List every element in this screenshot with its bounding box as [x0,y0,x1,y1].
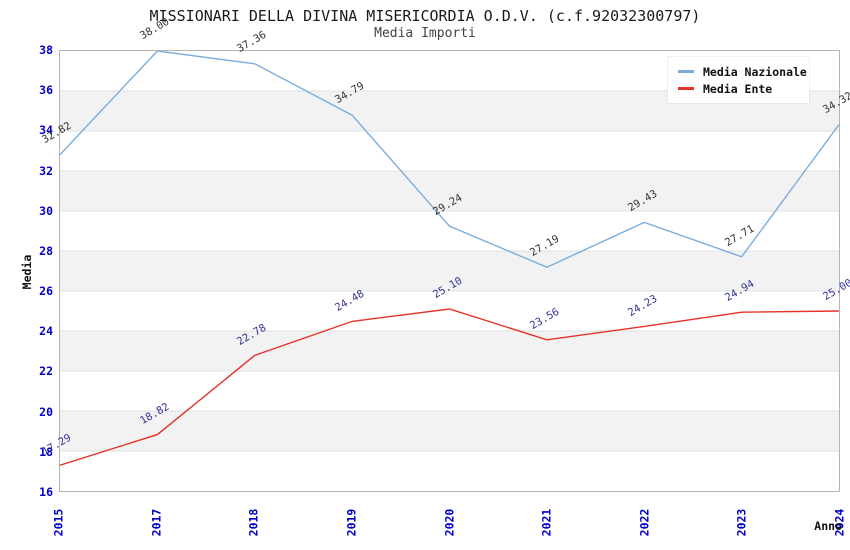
y-tick-label: 18 [39,444,53,459]
y-tick-label: 32 [39,163,53,178]
band [60,291,839,331]
band [60,251,839,291]
legend-swatch-icon [678,87,694,90]
plot-canvas [60,51,839,491]
band [60,331,839,371]
y-tick-label: 34 [39,123,53,138]
legend: Media Nazionale Media Ente [668,57,809,103]
x-tick-label: 2017 [149,508,164,537]
band [60,451,839,491]
band [60,371,839,412]
x-tick-label: 2019 [344,508,359,537]
band [60,171,839,211]
series-line [60,51,839,268]
y-tick-label: 22 [39,364,53,379]
band [60,211,839,252]
y-tick-label: 20 [39,404,53,419]
x-axis-title: Anno [814,519,842,533]
legend-label: Media Nazionale [703,64,807,79]
y-tick-label: 38 [39,43,53,57]
y-tick-label: 24 [39,324,53,339]
x-tick-label: 2021 [539,508,554,537]
legend-label: Media Ente [703,81,773,96]
x-tick-label: 2020 [442,508,456,537]
y-tick-label: 30 [39,203,53,218]
legend-swatch-icon [678,70,694,73]
y-axis-title: Media [20,254,34,290]
band [60,131,839,171]
chart-title: MISSIONARI DELLA DIVINA MISERICORDIA O.D… [149,7,701,25]
x-tick-label: 2022 [637,508,652,537]
y-tick-label: 28 [39,243,53,258]
x-tick-label: 2018 [246,508,261,537]
series-line [60,308,839,466]
band [60,411,839,451]
y-tick-label: 36 [39,83,53,98]
chart-subtitle: Media Importi [374,26,476,41]
x-tick-label: 2015 [51,508,66,537]
x-tick-label: 2023 [734,508,749,537]
legend-item: Media Ente [678,80,801,97]
plot-area [59,50,840,492]
y-tick-label: 26 [39,284,53,299]
legend-item: Media Nazionale [678,63,807,80]
y-tick-label: 16 [39,485,53,499]
